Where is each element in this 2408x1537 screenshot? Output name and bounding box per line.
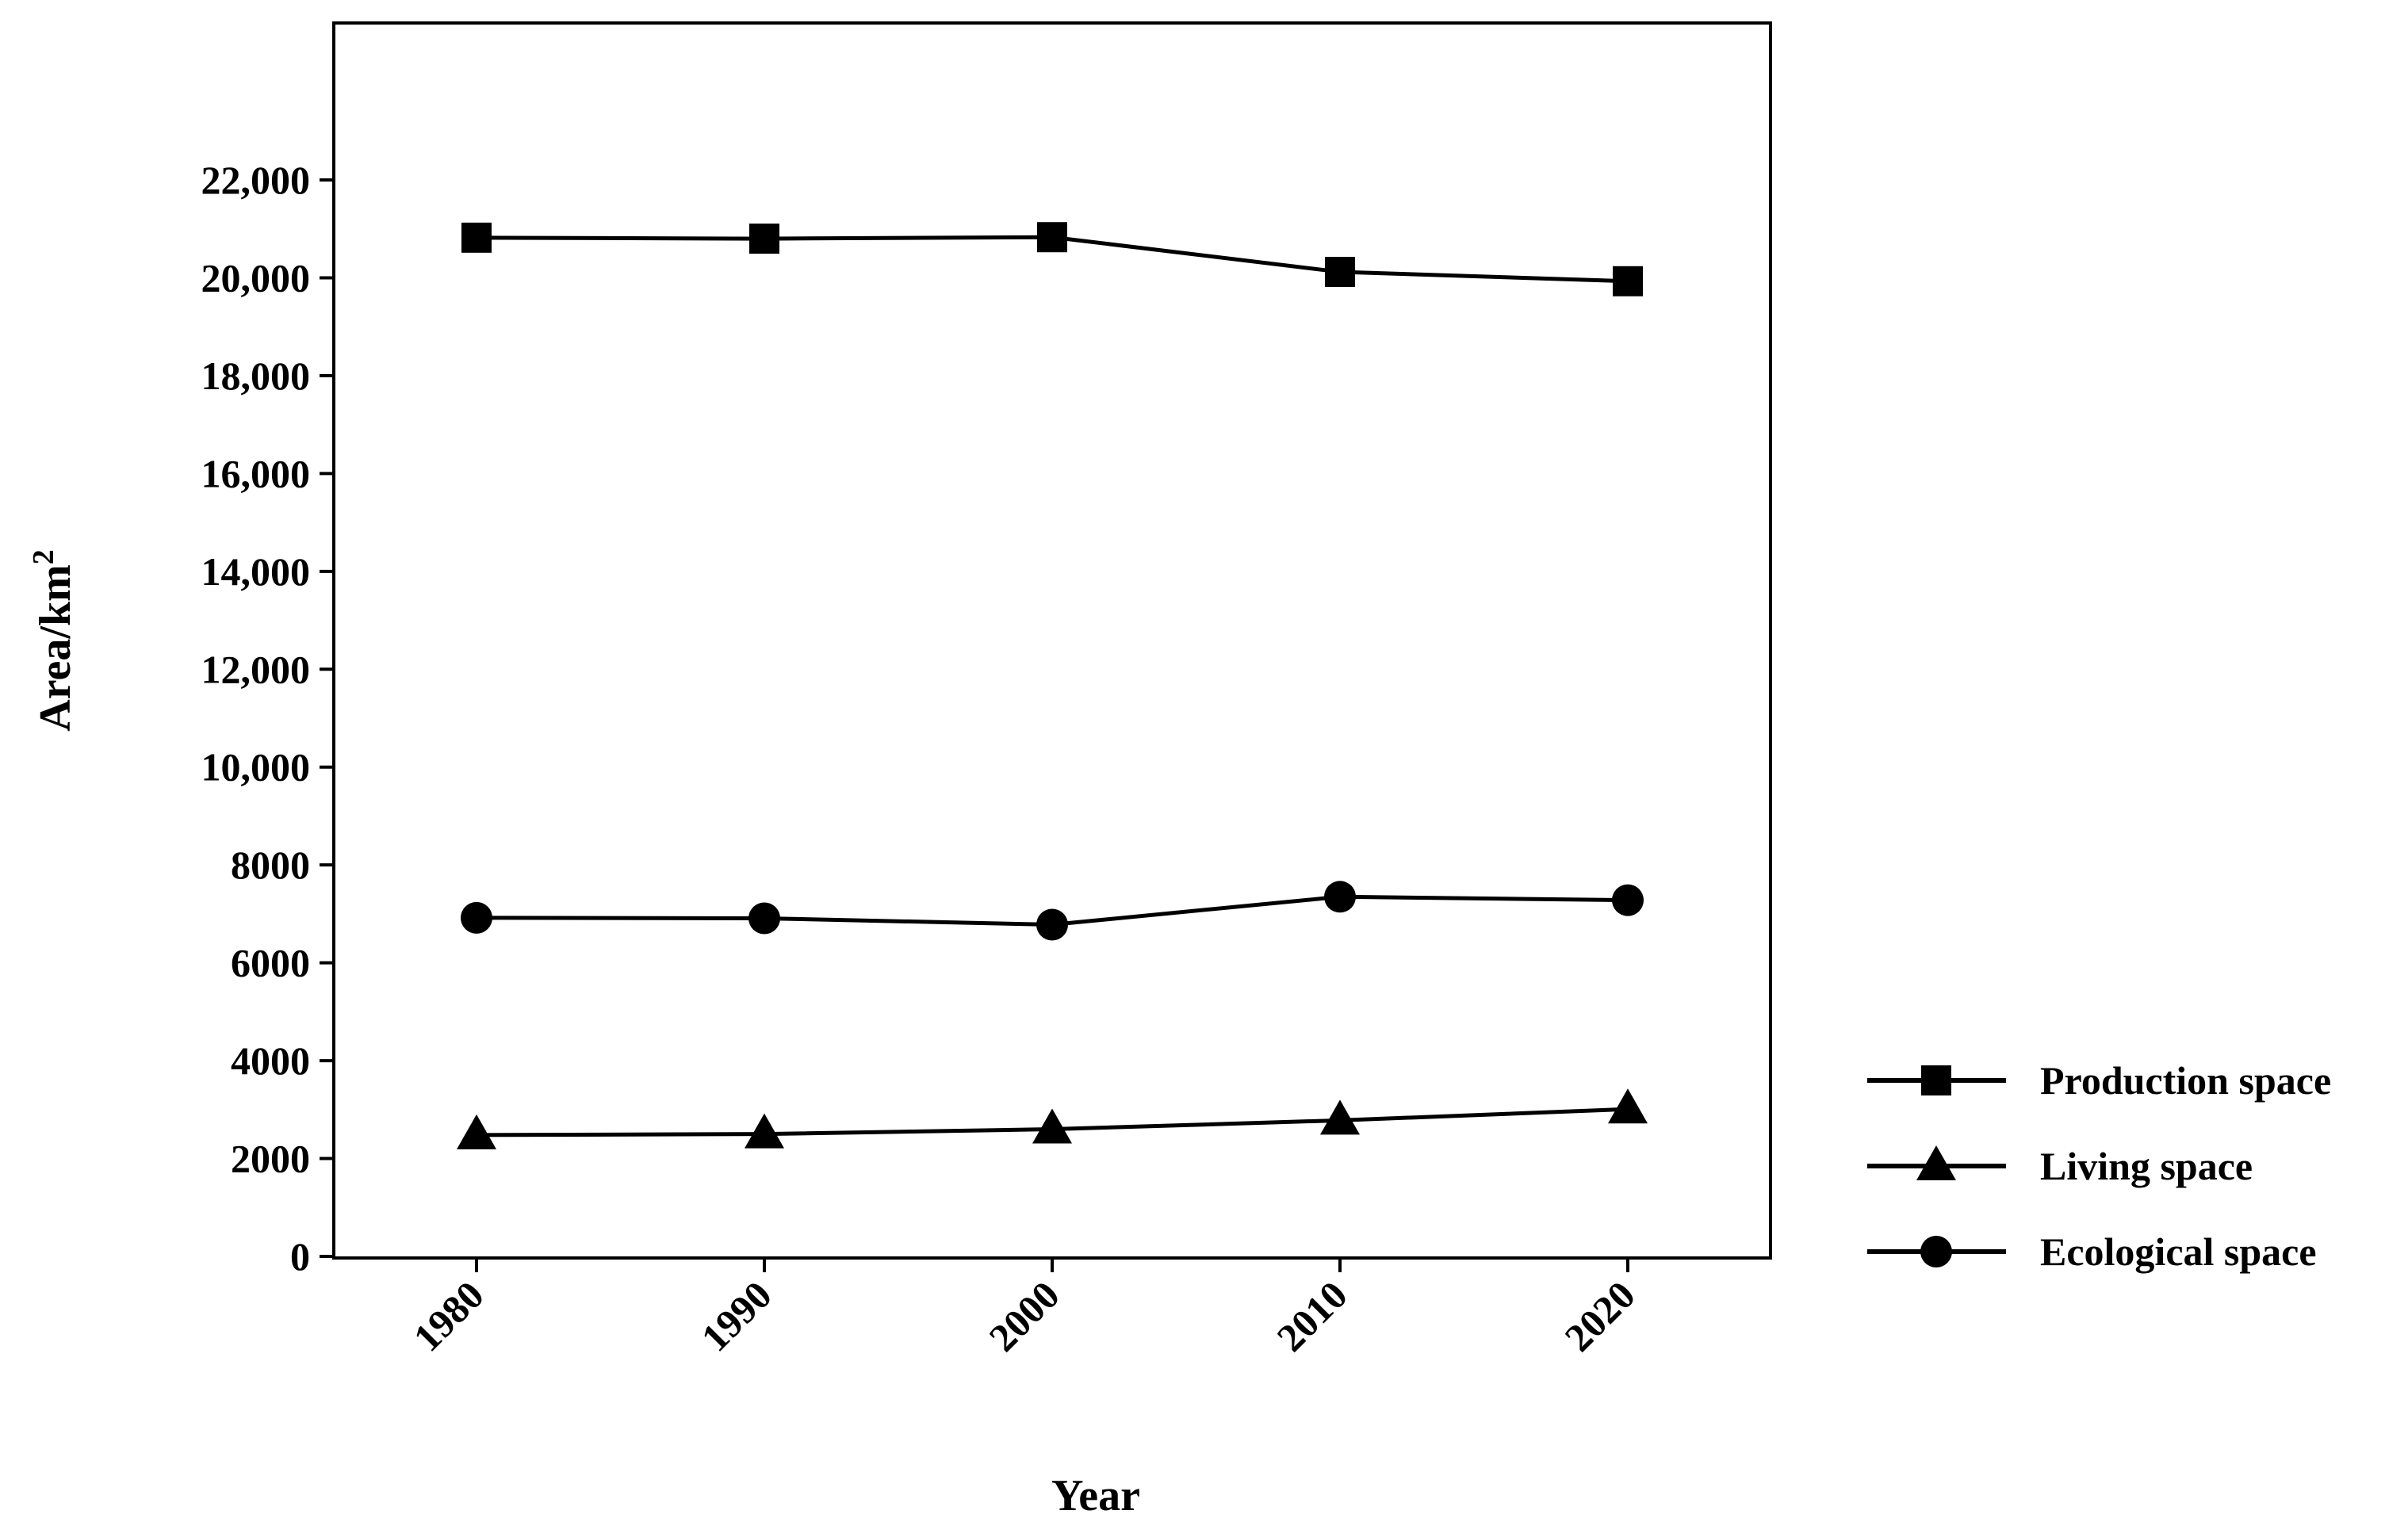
legend-marker-circle bbox=[1920, 1236, 1952, 1267]
data-point-ecological-space bbox=[748, 902, 780, 935]
y-tick-label: 2000 bbox=[231, 1137, 310, 1181]
data-point-living-space bbox=[1032, 1108, 1072, 1144]
series-layer bbox=[457, 222, 1648, 1149]
y-tick-label: 20,000 bbox=[201, 255, 311, 300]
x-axis-title: Year bbox=[1051, 1471, 1140, 1520]
y-tick-label: 16,000 bbox=[201, 451, 311, 495]
data-point-ecological-space bbox=[1612, 884, 1644, 916]
series-production-space bbox=[461, 222, 1643, 296]
y-axis-title: Area/km2 bbox=[27, 549, 80, 732]
series-ecological-space bbox=[461, 881, 1644, 941]
y-tick-label: 18,000 bbox=[201, 354, 311, 398]
y-tick-label: 10,000 bbox=[201, 745, 311, 790]
legend-marker-square bbox=[1921, 1065, 1951, 1095]
data-point-ecological-space bbox=[461, 901, 492, 934]
data-point-living-space bbox=[1320, 1099, 1360, 1135]
y-axis-title-superscript: 2 bbox=[27, 549, 60, 564]
y-tick-label: 22,000 bbox=[201, 158, 311, 202]
data-point-living-space bbox=[457, 1114, 496, 1149]
data-point-production-space bbox=[749, 224, 779, 254]
data-point-production-space bbox=[1037, 222, 1067, 253]
y-tick-label: 4000 bbox=[231, 1038, 310, 1083]
y-tick-label: 12,000 bbox=[201, 647, 311, 691]
data-point-living-space bbox=[1608, 1088, 1648, 1124]
legend-marker-triangle bbox=[1916, 1145, 1956, 1180]
y-tick-label: 8000 bbox=[231, 843, 310, 887]
legend-label: Ecological space bbox=[2040, 1229, 2317, 1274]
y-tick-label: 14,000 bbox=[201, 549, 311, 594]
data-point-production-space bbox=[1325, 257, 1355, 288]
legend-item-production-space: Production space bbox=[1867, 1058, 2331, 1103]
y-tick-label: 6000 bbox=[231, 941, 310, 985]
y-tick-label: 0 bbox=[290, 1234, 310, 1279]
data-point-production-space bbox=[461, 222, 492, 253]
legend-label: Living space bbox=[2040, 1144, 2253, 1188]
legend-label: Production space bbox=[2040, 1058, 2331, 1103]
data-point-ecological-space bbox=[1036, 908, 1068, 941]
series-living-space bbox=[457, 1088, 1648, 1149]
legend: Production space Living space Ecological s… bbox=[1867, 1058, 2331, 1274]
data-point-living-space bbox=[745, 1113, 784, 1149]
data-point-ecological-space bbox=[1324, 881, 1356, 913]
legend-item-living-space: Living space bbox=[1867, 1144, 2253, 1188]
data-point-production-space bbox=[1613, 266, 1643, 296]
legend-item-ecological-space: Ecological space bbox=[1867, 1229, 2317, 1274]
